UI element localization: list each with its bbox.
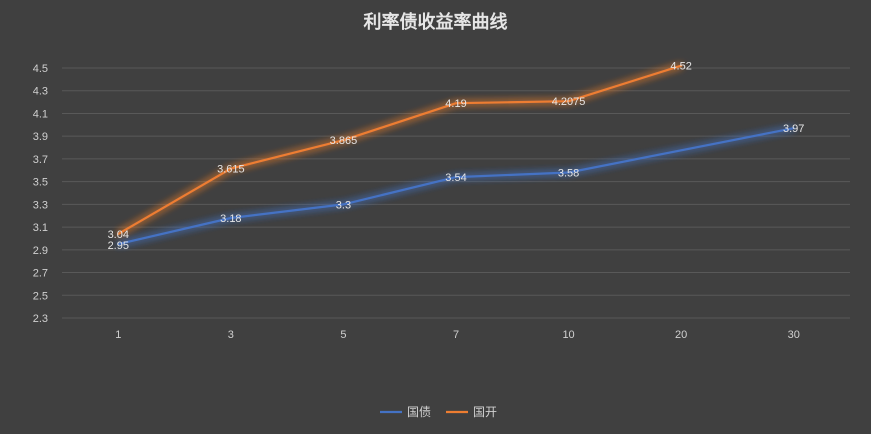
legend-label: 国开: [473, 405, 497, 419]
x-tick-label: 30: [788, 329, 800, 341]
data-label: 3.58: [558, 168, 579, 180]
y-tick-label: 2.7: [33, 268, 48, 280]
y-tick-label: 2.9: [33, 245, 48, 257]
y-tick-label: 2.3: [33, 313, 48, 325]
legend-label: 国债: [407, 405, 431, 419]
y-tick-label: 3.1: [33, 222, 48, 234]
y-tick-label: 4.3: [33, 86, 48, 98]
gridlines: [62, 67, 850, 319]
x-tick-label: 7: [453, 329, 459, 341]
x-tick-label: 20: [675, 329, 687, 341]
series-line: [117, 127, 795, 246]
y-tick-label: 4.5: [33, 63, 48, 75]
data-label: 4.2075: [552, 96, 586, 108]
x-tick-label: 1: [115, 329, 121, 341]
chart-title: 利率债收益率曲线: [364, 11, 508, 33]
y-tick-label: 4.1: [33, 108, 48, 120]
data-label: 3.615: [217, 164, 245, 176]
series-lines: [117, 64, 795, 246]
x-tick-label: 5: [340, 329, 346, 341]
data-label: 3.04: [108, 229, 129, 241]
data-label: 3.54: [445, 172, 466, 184]
x-tick-label: 10: [562, 329, 574, 341]
y-tick-label: 3.5: [33, 177, 48, 189]
data-label: 4.19: [445, 98, 466, 110]
data-label: 3.3: [336, 199, 351, 211]
y-tick-label: 3.9: [33, 131, 48, 143]
series-line: [117, 64, 683, 235]
y-tick-label: 3.7: [33, 154, 48, 166]
data-label: 3.18: [220, 213, 241, 225]
data-label: 3.97: [783, 123, 804, 135]
y-axis-ticks: 2.3 2.5 2.7 2.9 3.1 3.3 3.5 3.7 3.9 4.1 4.3 4.5: [33, 63, 48, 325]
data-labels: 2.95 3.18 3.3 3.54 3.58 3.97 3.04 3.615 3.865 4.1…: [108, 61, 805, 252]
x-axis-ticks: 1 3 5 7 10 20 30: [115, 329, 800, 341]
y-tick-label: 2.5: [33, 290, 48, 302]
y-tick-label: 3.3: [33, 199, 48, 211]
x-tick-label: 3: [228, 329, 234, 341]
data-label: 2.95: [108, 240, 129, 252]
data-label: 3.865: [330, 135, 358, 147]
data-label: 4.52: [670, 61, 691, 73]
legend: 国债 国开: [380, 405, 497, 419]
